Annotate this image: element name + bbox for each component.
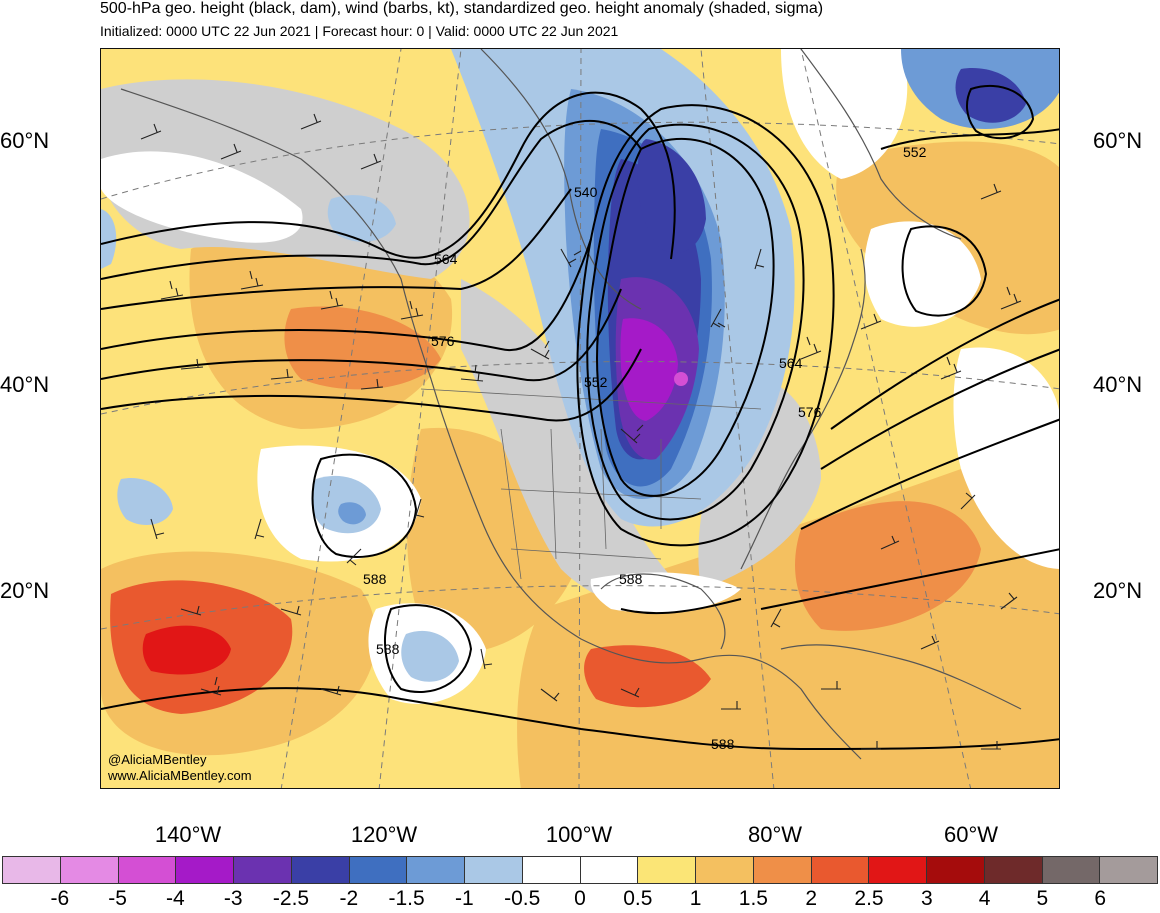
colorbar-labels: -6 -5 -4 -3 -2.5 -2 -1.5 -1 -0.5 0 0.5 1 1.5 2 2.5 3 4 5 6 (2, 887, 1158, 911)
white-region-western-atlantic (953, 347, 1059, 569)
contour-label: 564 (434, 251, 458, 267)
colorbar-swatch (638, 856, 696, 884)
colorbar-label: -0.5 (504, 887, 541, 910)
colorbar-swatch (407, 856, 465, 884)
red-orange-region-central-america (584, 645, 711, 708)
contour-label: 576 (798, 404, 822, 420)
anomaly-map: 540 552 564 576 588 552 564 576 588 588 … (100, 48, 1060, 789)
colorbar-label: 3 (920, 887, 933, 910)
colorbar-label: 1 (689, 887, 702, 910)
blue-region-hudson-core (637, 139, 706, 253)
colorbar-swatch (984, 856, 1043, 884)
colorbar-swatch (2, 856, 61, 884)
colorbar-swatch (465, 856, 523, 884)
colorbar-swatch (522, 856, 581, 884)
colorbar-swatch (696, 856, 754, 884)
colorbar-swatch (869, 856, 927, 884)
colorbar-label: 6 (1094, 887, 1107, 910)
magenta-spot-trough (674, 372, 688, 386)
colorbar-label: -4 (166, 887, 185, 910)
white-region-greenland (781, 49, 908, 179)
violet-region-trough (620, 318, 678, 421)
colorbar-swatch (234, 856, 292, 884)
political-borders (420, 388, 762, 580)
lat-label-left: 20°N (0, 578, 50, 603)
colorbar-swatch (349, 856, 408, 884)
orange-region-pacific-inner (284, 306, 441, 390)
colorbar-label: 1.5 (738, 887, 768, 910)
wind-barbs (140, 113, 1022, 750)
colorbar-swatch (1100, 856, 1158, 884)
lat-label-right: 20°N (1093, 578, 1143, 603)
blue-region-baja-low (401, 630, 459, 682)
chart-title: 500-hPa geo. height (black, dam), wind (… (100, 0, 824, 17)
colorbar-label: 2 (805, 887, 818, 910)
lon-label: 60°W (943, 822, 999, 847)
contour-label: 552 (584, 374, 608, 390)
contour-label: 588 (619, 571, 643, 587)
lat-label-right: 40°N (1093, 372, 1143, 397)
white-region-gulf (590, 572, 741, 613)
contour-label: 588 (376, 641, 400, 657)
credit-website: www.AliciaMBentley.com (108, 768, 252, 783)
colorbar (2, 856, 1158, 884)
colorbar-label: 5 (1036, 887, 1049, 910)
white-region-alaska (101, 151, 303, 243)
colorbar-swatch (118, 856, 177, 884)
contour-label: 588 (363, 571, 387, 587)
colorbar-swatch (176, 856, 234, 884)
colorbar-swatch (580, 856, 639, 884)
lat-label-left: 60°N (0, 128, 50, 153)
colorbar-label: 0 (574, 887, 586, 910)
blue-region-far-pacific (117, 478, 173, 525)
colorbar-swatch (811, 856, 870, 884)
lon-label: 100°W (545, 822, 613, 847)
colorbar-swatch (927, 856, 985, 884)
colorbar-swatch (291, 856, 350, 884)
coastlines (120, 49, 1022, 760)
graticule (101, 49, 1059, 788)
blue-region-pacific-low-core (338, 502, 366, 525)
red-region-pacific (142, 625, 231, 675)
lon-label: 120°W (350, 822, 418, 847)
lon-label: 140°W (154, 822, 222, 847)
map-canvas: 540 552 564 576 588 552 564 576 588 588 … (101, 49, 1059, 788)
contour-label: 552 (903, 144, 927, 160)
colorbar-label: -2.5 (272, 887, 310, 910)
blue-region-greenland-core (955, 68, 1026, 123)
lat-label-right: 60°N (1093, 128, 1143, 153)
anomaly-shading (101, 49, 1059, 788)
colorbar-label: 4 (978, 887, 991, 910)
lon-label: 80°W (747, 822, 803, 847)
contour-label: 540 (574, 184, 598, 200)
colorbar-label: -2 (339, 887, 359, 910)
colorbar-label: -1.5 (388, 887, 425, 910)
chart-subtitle: Initialized: 0000 UTC 22 Jun 2021 | Fore… (100, 23, 619, 39)
credit-handle: @AliciaMBentley (108, 752, 207, 767)
contour-label: 576 (431, 333, 455, 349)
colorbar-swatch (1042, 856, 1101, 884)
colorbar-label: 2.5 (854, 887, 884, 910)
colorbar-label: -6 (50, 887, 70, 910)
white-region-labrador-low (864, 221, 981, 327)
contour-labels: 540 552 564 576 588 552 564 576 588 588 … (363, 144, 927, 752)
deep-orange-region-atlantic (795, 501, 981, 631)
colorbar-label: -1 (455, 887, 474, 910)
lat-label-left: 40°N (0, 372, 50, 397)
colorbar-label: -3 (223, 887, 243, 910)
height-contours (101, 84, 1059, 751)
blue-region-alaska-west (101, 209, 117, 269)
colorbar-label: -5 (108, 887, 127, 910)
colorbar-label: 0.5 (623, 887, 653, 910)
contour-label: 588 (711, 736, 735, 752)
colorbar-swatch (60, 856, 119, 884)
colorbar-swatch (753, 856, 812, 884)
contour-label: 564 (779, 355, 803, 371)
